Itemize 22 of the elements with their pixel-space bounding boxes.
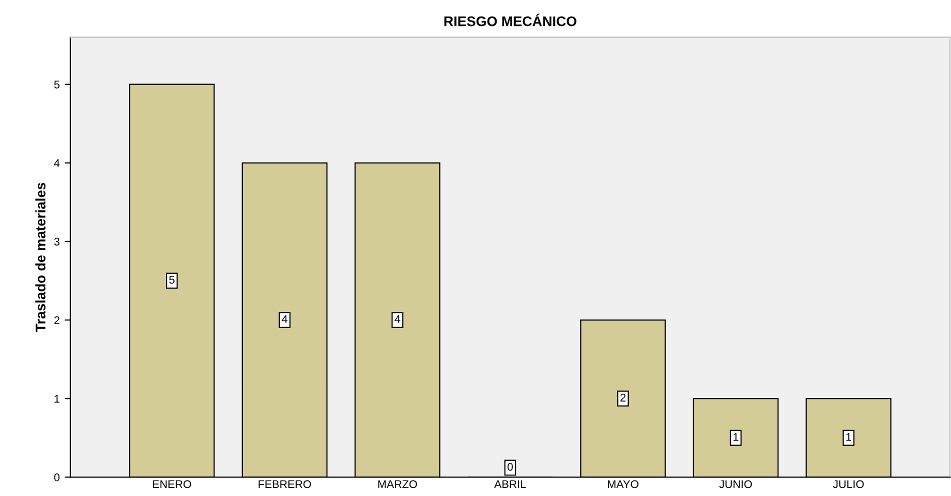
y-tick-label: 2 xyxy=(54,316,60,324)
x-tick-label: JUNIO xyxy=(719,480,752,488)
data-label: 0 xyxy=(508,462,513,471)
y-tick-label: 3 xyxy=(54,238,60,246)
x-tick-label: ENERO xyxy=(153,480,192,488)
y-tick-label: 5 xyxy=(54,80,60,88)
data-label: 2 xyxy=(620,394,626,402)
data-label: 1 xyxy=(734,433,738,441)
chart-title: RIESGO MECÁNICO xyxy=(444,14,576,26)
data-label: 1 xyxy=(846,433,852,441)
y-axis-title: Traslado de materiales xyxy=(35,182,46,332)
x-tick-label: ABRIL xyxy=(494,480,526,488)
x-tick-label: MARZO xyxy=(378,480,417,488)
y-tick-label: 4 xyxy=(54,159,60,167)
x-tick-label: FEBRERO xyxy=(258,480,311,488)
x-tick-label: MAYO xyxy=(608,480,638,488)
data-label: 4 xyxy=(282,315,288,323)
y-tick-label: 1 xyxy=(54,394,60,403)
y-tick-label: 0 xyxy=(54,473,60,482)
data-label: 4 xyxy=(394,315,400,323)
x-tick-label: JULIO xyxy=(832,480,864,488)
data-label: 5 xyxy=(169,276,174,284)
